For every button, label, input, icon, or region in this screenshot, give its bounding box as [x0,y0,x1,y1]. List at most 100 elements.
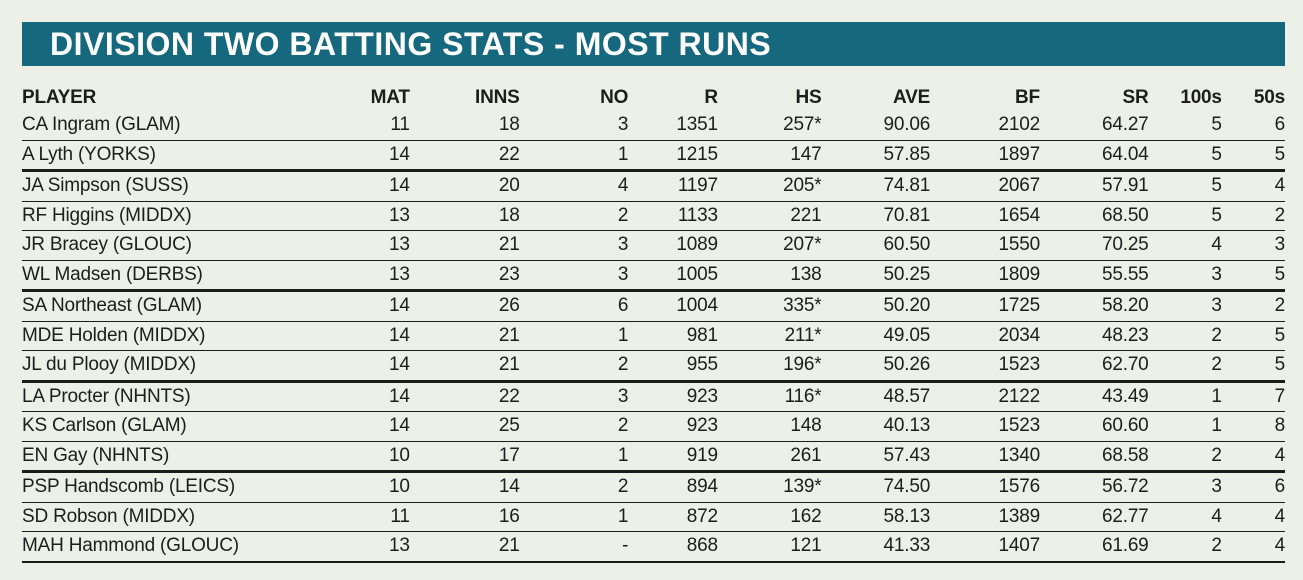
stat-cell: 116* [717,381,822,412]
stat-cell: 1 [519,441,629,473]
stat-cell: 2 [519,411,629,442]
stat-cell: 48.23 [1039,321,1149,351]
stat-cell: 62.70 [1039,350,1149,383]
stat-cell: 139* [717,471,822,503]
stat-cell: 923 [628,381,718,412]
stat-cell: 4 [519,170,629,202]
player-name-cell: JR Bracey (GLOUC) [22,230,326,261]
stat-cell: 1389 [930,502,1040,532]
stat-cell: 3 [1148,290,1222,322]
player-name-cell: MAH Hammond (GLOUC) [22,531,326,563]
stat-cell: 121 [717,531,822,563]
table-row: SD Robson (MIDDX) 11 16 1 872 162 58.13 1389 62.… [22,502,1285,532]
stat-cell: 147 [717,140,822,172]
stat-cell: 17 [409,441,520,473]
table-row: JA Simpson (SUSS) 14 20 4 1197 205* 74.81 2067 5… [22,170,1285,202]
stat-cell: 50.25 [821,260,931,292]
stat-cell: 1654 [930,201,1040,231]
stat-cell: 3 [1148,260,1222,292]
stat-cell: 205* [717,170,822,202]
stat-cell: 68.50 [1039,201,1149,231]
stat-cell: 6 [1221,111,1285,141]
stat-cell: 60.60 [1039,411,1149,442]
stat-cell: 5 [1221,260,1285,292]
stat-cell: 6 [519,290,629,322]
stat-cell: 48.57 [821,381,931,412]
stat-cell: 5 [1148,201,1222,231]
player-name-cell: JA Simpson (SUSS) [22,170,326,202]
stat-cell: 1576 [930,471,1040,503]
player-name-cell: PSP Handscomb (LEICS) [22,471,326,503]
batting-stats-table: PLAYER MAT INNS NO R HS AVE BF SR 100s 50s CA Ingr… [22,84,1285,563]
stat-cell: 211* [717,321,822,351]
column-header-100s: 100s [1180,86,1222,108]
stat-cell: 57.43 [821,441,931,473]
stat-cell: 58.20 [1039,290,1149,322]
stat-cell: 196* [717,350,822,383]
stat-cell: 50.20 [821,290,931,322]
stat-cell: 1550 [930,230,1040,261]
stat-cell: 261 [717,441,822,473]
player-name-cell: SA Northeast (GLAM) [22,290,326,322]
stat-cell: 20 [409,170,520,202]
stat-cell: 4 [1221,441,1285,473]
stat-cell: 14 [325,170,410,202]
stat-cell: 4 [1221,531,1285,563]
column-header-hs: HS [795,86,822,108]
column-header-bf: BF [1015,86,1040,108]
stat-cell: 14 [409,471,520,503]
stat-cell: 10 [325,441,410,473]
stat-cell: 2 [1148,321,1222,351]
stat-cell: 3 [519,260,629,292]
table-row: MAH Hammond (GLOUC) 13 21-868 121 41.33 1407 6… [22,531,1285,563]
stat-cell: 21 [409,230,520,261]
stat-cell: - [519,531,629,563]
stat-cell: 57.91 [1039,170,1149,202]
table-row: SA Northeast (GLAM) 14 26 6 1004 335* 50.20 172… [22,290,1285,322]
stat-cell: 5 [1221,140,1285,172]
stat-cell: 61.69 [1039,531,1149,563]
stat-cell: 868 [628,531,718,563]
stat-cell: 2102 [930,111,1040,141]
table-header: PLAYER MAT INNS NO R HS AVE BF SR 100s 50s [22,84,1285,111]
stat-cell: 1340 [930,441,1040,473]
stat-cell: 21 [409,531,520,563]
stat-cell: 8 [1221,411,1285,442]
player-name-cell: RF Higgins (MIDDX) [22,201,326,231]
stat-cell: 13 [325,531,410,563]
stat-cell: 981 [628,321,718,351]
stat-cell: 5 [1148,111,1222,141]
player-name-cell: CA Ingram (GLAM) [22,111,326,141]
stat-cell: 1133 [628,201,718,231]
table-row: A Lyth (YORKS) 14 22 1 1215 147 57.85 1897 64.04… [22,140,1285,172]
title-bar: DIVISION TWO BATTING STATS - MOST RUNS [22,22,1285,66]
stat-cell: 1 [519,321,629,351]
table-row: EN Gay (NHNTS) 10 17 1 919 261 57.43 1340 68.58 2… [22,441,1285,473]
stat-cell: 49.05 [821,321,931,351]
stat-cell: 894 [628,471,718,503]
stat-cell: 207* [717,230,822,261]
stat-cell: 2034 [930,321,1040,351]
stat-cell: 4 [1221,170,1285,202]
table-row: RF Higgins (MIDDX) 13 18 2 1133 221 70.81 1654 6… [22,201,1285,231]
stat-cell: 40.13 [821,411,931,442]
stat-cell: 148 [717,411,822,442]
stat-cell: 1 [519,502,629,532]
stat-cell: 335* [717,290,822,322]
stat-cell: 6 [1221,471,1285,503]
player-name-cell: A Lyth (YORKS) [22,140,326,172]
stat-cell: 2 [519,471,629,503]
stat-cell: 13 [325,260,410,292]
stat-cell: 50.26 [821,350,931,383]
stat-cell: 26 [409,290,520,322]
stat-cell: 21 [409,350,520,383]
column-header-50s: 50s [1253,86,1285,108]
stat-cell: 14 [325,350,410,383]
stat-cell: 2067 [930,170,1040,202]
table-row: LA Procter (NHNTS) 14 22 3 923 116* 48.57 2122 4… [22,381,1285,412]
stat-cell: 74.81 [821,170,931,202]
stat-cell: 18 [409,111,520,141]
stat-cell: 5 [1221,321,1285,351]
stat-cell: 5 [1221,350,1285,383]
table-body: CA Ingram (GLAM) 11 18 3 1351 257* 90.06 2102 64… [22,111,1285,563]
